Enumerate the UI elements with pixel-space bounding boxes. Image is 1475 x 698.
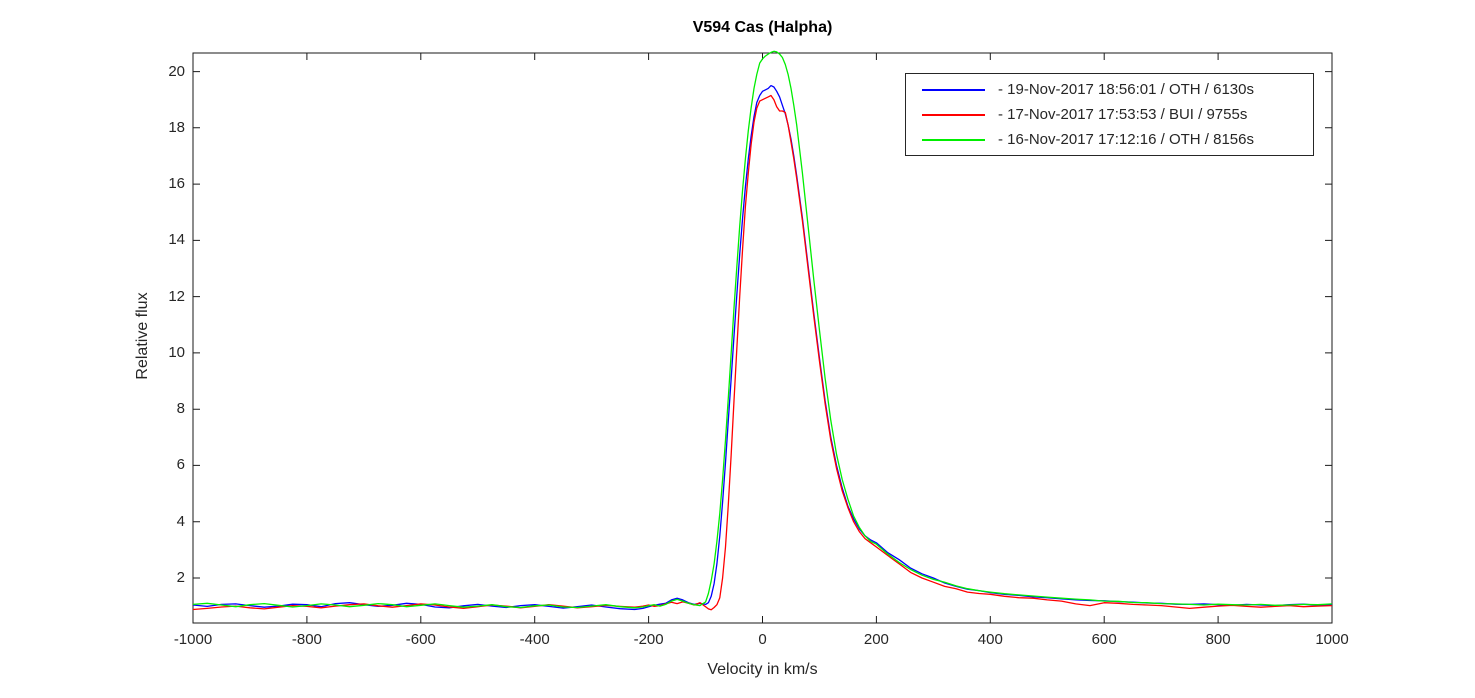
series-line-green <box>192 50 1333 609</box>
y-tick-label: 4 <box>176 512 185 530</box>
legend-item: - 16-Nov-2017 17:12:16 / OTH / 8156s <box>906 127 1313 152</box>
y-tick-label: 6 <box>176 456 185 474</box>
x-tick-label: -200 <box>633 631 664 648</box>
legend: - 19-Nov-2017 18:56:01 / OTH / 6130s - 1… <box>905 73 1314 156</box>
series-line-red <box>192 94 1333 611</box>
legend-item: - 17-Nov-2017 17:53:53 / BUI / 9755s <box>906 102 1313 127</box>
legend-line-swatch-green <box>922 138 985 141</box>
y-tick-label: 20 <box>168 62 185 80</box>
y-tick-label: 2 <box>176 568 185 586</box>
legend-label: - 17-Nov-2017 17:53:53 / BUI / 9755s <box>998 106 1248 123</box>
x-tick-label: 800 <box>1205 631 1231 648</box>
legend-label: - 16-Nov-2017 17:12:16 / OTH / 8156s <box>998 131 1254 148</box>
series-line-blue <box>192 84 1333 611</box>
legend-line-swatch-red <box>922 113 985 116</box>
x-tick-label: 400 <box>977 631 1003 648</box>
x-tick-label: 0 <box>758 631 767 648</box>
axis-ticks <box>192 53 1333 623</box>
y-tick-label: 16 <box>168 175 185 193</box>
x-tick-label: -600 <box>405 631 436 648</box>
x-tick-label: 200 <box>863 631 889 648</box>
y-tick-label: 8 <box>176 400 185 418</box>
legend-line-swatch-blue <box>922 88 985 91</box>
x-tick-label: 600 <box>1091 631 1117 648</box>
x-tick-label: -1000 <box>173 631 213 648</box>
x-tick-label: 1000 <box>1315 631 1349 648</box>
y-tick-label: 18 <box>168 118 185 136</box>
legend-label: - 19-Nov-2017 18:56:01 / OTH / 6130s <box>998 81 1254 98</box>
y-axis-label: Relative flux <box>134 292 151 380</box>
x-tick-label: -400 <box>519 631 550 648</box>
y-tick-label: 10 <box>168 343 185 361</box>
legend-item: - 19-Nov-2017 18:56:01 / OTH / 6130s <box>906 77 1313 102</box>
y-tick-label: 12 <box>168 287 185 305</box>
x-axis-label: Velocity in km/s <box>707 661 818 678</box>
y-tick-label: 14 <box>168 231 185 249</box>
x-tick-label: -800 <box>291 631 322 648</box>
chart-title: V594 Cas (Halpha) <box>692 19 833 36</box>
